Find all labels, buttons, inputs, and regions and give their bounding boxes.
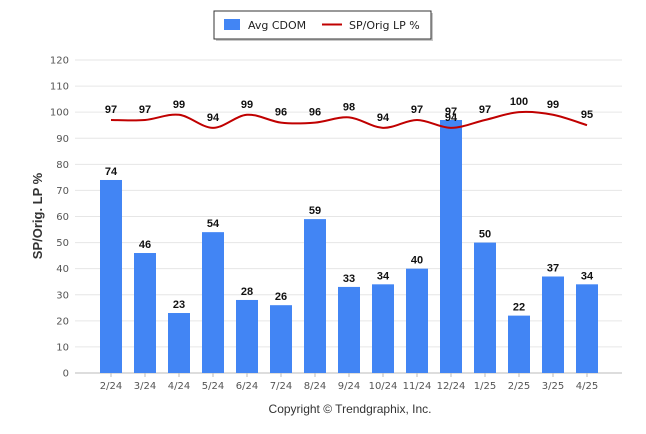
line-series (110, 110, 588, 129)
y-tick-label: 10 (56, 342, 69, 353)
y-axis-label: SP/Orig. LP % (30, 172, 45, 259)
bar-data-label: 33 (343, 273, 355, 285)
line-data-label: 94 (445, 112, 458, 124)
bar[interactable] (236, 299, 258, 373)
bar-data-label: 23 (173, 299, 185, 311)
bar-data-label: 40 (411, 255, 423, 267)
y-tick-label: 40 (56, 264, 69, 275)
x-tick-label: 8/24 (304, 381, 326, 392)
legend[interactable]: Avg CDOM SP/Orig LP % (213, 10, 433, 41)
bar-data-label: 50 (479, 229, 491, 241)
bar[interactable] (134, 253, 156, 373)
bar-data-label: 46 (139, 239, 151, 251)
bar-data-label: 28 (241, 286, 253, 298)
line-data-label: 100 (510, 96, 528, 108)
line-data-label: 94 (377, 112, 390, 124)
series-line[interactable] (110, 110, 588, 129)
line-data-label: 97 (105, 104, 117, 116)
bar-data-label: 22 (513, 302, 525, 314)
y-tick-label: 100 (50, 108, 69, 119)
bar[interactable] (168, 313, 190, 373)
line-data-label: 98 (343, 101, 355, 113)
line-data-label: 96 (275, 107, 287, 119)
x-tick-label: 2/25 (508, 381, 530, 392)
y-tick-label: 110 (50, 82, 69, 93)
y-tick-label: 80 (56, 160, 69, 171)
line-data-label: 97 (139, 104, 151, 116)
x-tick-label: 11/24 (403, 381, 432, 392)
x-tick-label: 3/24 (134, 381, 156, 392)
x-tick-label: 3/25 (542, 381, 564, 392)
y-tick-label: 120 (50, 56, 69, 67)
x-tick-label: 6/24 (236, 381, 258, 392)
bar[interactable] (576, 284, 598, 373)
bar[interactable] (508, 315, 530, 373)
y-tick-label: 70 (56, 186, 69, 197)
legend-label-line: SP/Orig LP % (349, 19, 420, 32)
legend-label-bar: Avg CDOM (248, 19, 306, 32)
x-tick-label: 7/24 (270, 381, 292, 392)
x-tick-label: 4/24 (168, 381, 190, 392)
line-data-label: 95 (581, 109, 593, 121)
bar-data-label: 37 (547, 262, 559, 274)
gridlines (75, 59, 622, 374)
bar[interactable] (406, 268, 428, 373)
bar-labels: 74 46 23 54 28 26 59 33 34 40 97 50 22 37 34 (105, 106, 594, 314)
bar[interactable] (338, 286, 360, 373)
x-tick-label: 12/24 (437, 381, 466, 392)
x-tick-label: 4/25 (576, 381, 598, 392)
bars (100, 119, 598, 373)
line-data-label: 97 (479, 104, 491, 116)
x-axis-ticks: 2/24 3/24 4/24 5/24 6/24 7/24 8/24 9/24 10/24 11/… (100, 373, 598, 392)
bar[interactable] (372, 284, 394, 373)
y-axis-ticks: 0 10 20 30 40 50 60 70 80 90 100 110 120 (50, 56, 69, 380)
bar[interactable] (304, 219, 326, 373)
y-tick-label: 0 (63, 369, 69, 380)
x-tick-label: 2/24 (100, 381, 122, 392)
bar-data-label: 34 (377, 270, 390, 282)
x-tick-label: 9/24 (338, 381, 360, 392)
bar[interactable] (202, 232, 224, 373)
bar[interactable] (474, 242, 496, 373)
x-tick-label: 5/24 (202, 381, 224, 392)
bar-data-label: 74 (105, 166, 118, 178)
line-data-label: 96 (309, 107, 321, 119)
bar-data-label: 54 (207, 218, 220, 230)
y-tick-label: 20 (56, 316, 69, 327)
bar[interactable] (270, 305, 292, 373)
line-data-label: 99 (547, 99, 559, 111)
bar[interactable] (440, 119, 462, 373)
bar[interactable] (542, 276, 564, 373)
bar-data-label: 34 (581, 270, 594, 282)
y-tick-label: 60 (56, 212, 69, 223)
bar-data-label: 59 (309, 205, 321, 217)
copyright-footer: Copyright © Trendgraphix, Inc. (269, 402, 432, 416)
y-tick-label: 90 (56, 134, 69, 145)
bar-data-label: 97 (445, 106, 457, 118)
legend-swatch-bar (224, 19, 240, 30)
bar[interactable] (100, 179, 122, 373)
y-tick-label: 30 (56, 290, 69, 301)
bar-data-label: 26 (275, 291, 287, 303)
y-tick-label: 50 (56, 238, 69, 249)
line-data-label: 99 (173, 99, 185, 111)
x-tick-label: 10/24 (369, 381, 398, 392)
line-data-label: 97 (411, 104, 423, 116)
line-data-label: 99 (241, 99, 253, 111)
line-data-label: 94 (207, 112, 220, 124)
x-tick-label: 1/25 (474, 381, 496, 392)
